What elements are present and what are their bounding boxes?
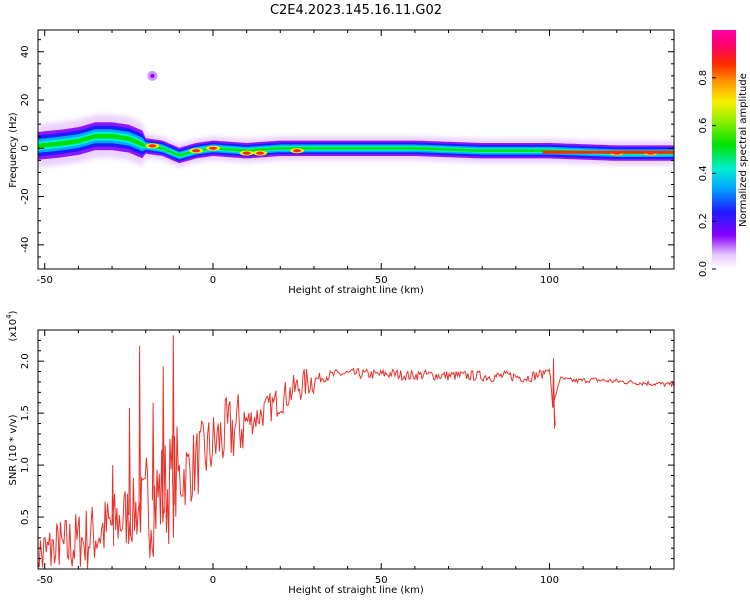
spectrogram-hotspot-core bbox=[256, 151, 265, 155]
snr-y-multiplier: (x104) bbox=[5, 310, 19, 341]
colorbar-tick-label: 0.4 bbox=[698, 165, 709, 181]
spectrogram-ytick-label: 0 bbox=[20, 145, 31, 151]
snr-ylabel: SNR (10 * v/v) bbox=[8, 414, 19, 485]
spectrogram-ytick-label: -20 bbox=[20, 188, 31, 204]
colorbar-ticks: 0.0 0.2 0.4 0.6 0.8 bbox=[698, 70, 716, 277]
snr-ytick-label: 1.0 bbox=[20, 457, 31, 473]
spectrogram-xtick-label: 50 bbox=[375, 275, 388, 286]
colorbar-gradient bbox=[712, 30, 736, 269]
spectrogram-xlabel: Height of straight line (km) bbox=[288, 285, 424, 296]
spectrogram-ticks: -50 0 50 100 -40 -20 0 20 40 bbox=[20, 30, 674, 286]
spectrogram-ytick-label: 20 bbox=[20, 94, 31, 107]
spectrogram-xtick-label: 100 bbox=[540, 275, 559, 286]
spectrogram-panel: -50 0 50 100 -40 -20 0 20 40 Height of straight … bbox=[8, 29, 675, 296]
snr-xtick-label: 0 bbox=[210, 575, 216, 586]
snr-ytick-label: 2.0 bbox=[20, 353, 31, 369]
snr-ytick-label: 1.5 bbox=[20, 405, 31, 421]
spectrogram-ytick-label: 40 bbox=[20, 45, 31, 58]
spectrogram-ytick-label: -40 bbox=[20, 237, 31, 253]
spectrogram-heatmap bbox=[38, 70, 674, 168]
colorbar: 0.0 0.2 0.4 0.6 0.8 Normalized spectral ampl… bbox=[698, 30, 749, 277]
snr-ytick-label: 0.5 bbox=[20, 509, 31, 525]
snr-xtick-label: -50 bbox=[37, 575, 53, 586]
snr-panel: -50 0 50 100 0.5 1.0 1.5 2.0 Height of straight… bbox=[5, 310, 675, 596]
spectrogram-xtick-label: 0 bbox=[210, 275, 216, 286]
colorbar-tick-label: 0.2 bbox=[698, 213, 709, 229]
spectrogram-xtick-label: -50 bbox=[37, 275, 53, 286]
snr-ticks: -50 0 50 100 0.5 1.0 1.5 2.0 bbox=[20, 330, 674, 586]
snr-xtick-label: 100 bbox=[540, 575, 559, 586]
snr-series-line bbox=[38, 335, 674, 569]
snr-xtick-label: 50 bbox=[375, 575, 388, 586]
spectrogram-peak-band bbox=[542, 150, 674, 154]
spectrogram-hotspot-core bbox=[148, 144, 157, 148]
spectrogram-frame bbox=[37, 29, 675, 270]
colorbar-label: Normalized spectral amplitude bbox=[738, 73, 749, 227]
spectrogram-hotspot-core bbox=[293, 149, 302, 153]
snr-frame bbox=[37, 329, 675, 570]
snr-xlabel: Height of straight line (km) bbox=[288, 585, 424, 596]
colorbar-tick-label: 0.0 bbox=[698, 261, 709, 277]
spectrogram-outlier-core bbox=[150, 73, 155, 78]
spectrogram-ylabel: Frequency (Hz) bbox=[8, 112, 19, 188]
spectrogram-hotspot-core bbox=[208, 146, 217, 150]
colorbar-tick-label: 0.8 bbox=[698, 70, 709, 86]
spectrogram-hotspot-core bbox=[242, 151, 251, 155]
figure-title: C2E4.2023.145.16.11.G02 bbox=[270, 3, 442, 18]
colorbar-tick-label: 0.6 bbox=[698, 118, 709, 134]
spectrogram-hotspot-core bbox=[192, 149, 201, 153]
